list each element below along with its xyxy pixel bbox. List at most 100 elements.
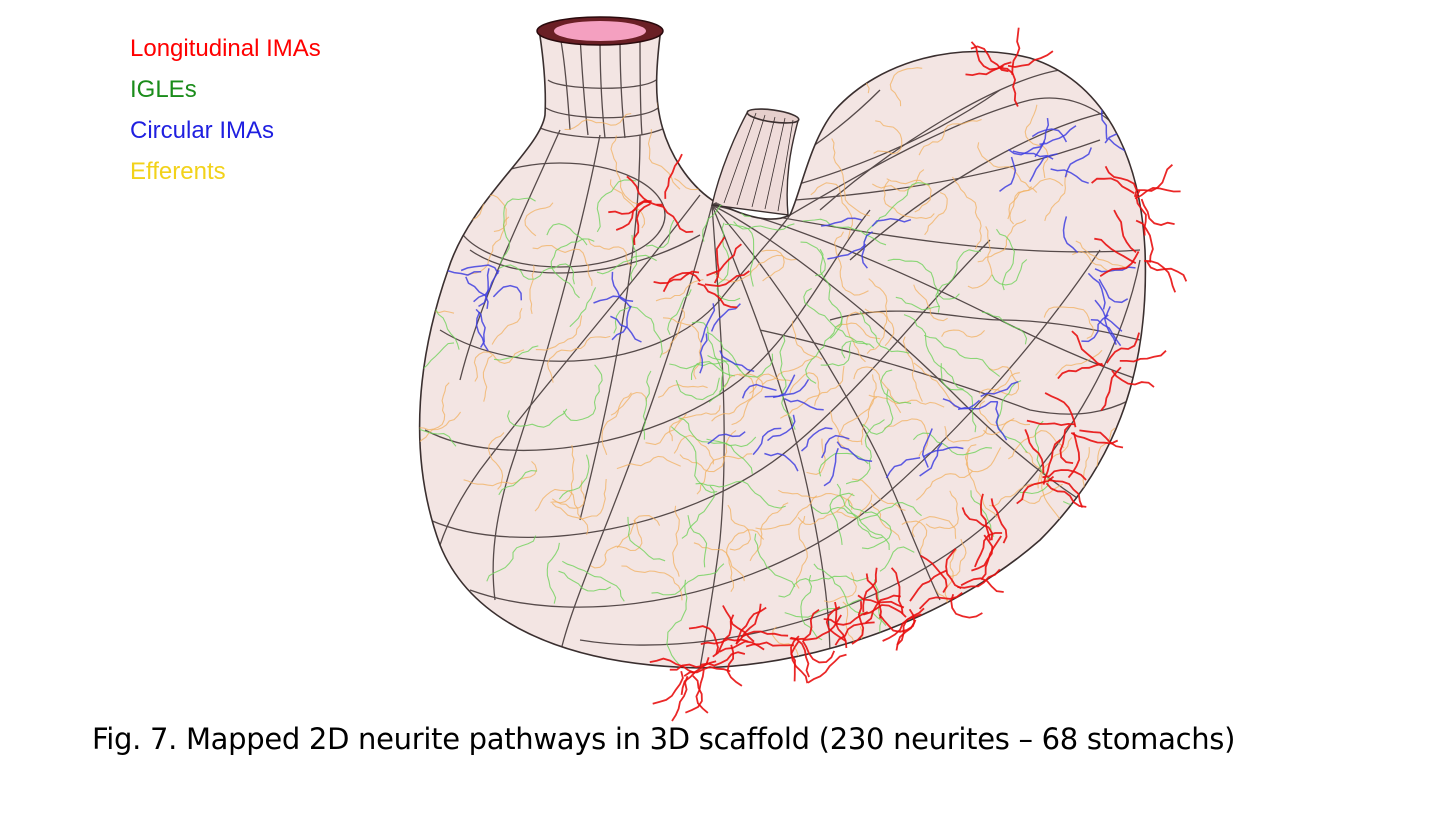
efferent-neurite	[668, 405, 721, 442]
longitudinal-ima-neurite	[695, 669, 709, 714]
longitudinal-ima-neurite	[649, 657, 696, 674]
igle-neurite	[507, 408, 568, 428]
igle-neurites	[419, 179, 1125, 665]
longitudinal-ima-neurite	[656, 204, 694, 234]
longitudinal-ima-neurite	[980, 535, 1002, 581]
efferent-neurite	[918, 118, 982, 156]
circular-ima-neurite	[700, 303, 716, 343]
efferent-neurite	[564, 112, 632, 131]
longitudinal-ima-neurite	[1045, 482, 1087, 508]
efferent-neurite	[1009, 186, 1032, 225]
longitudinal-ima-neurite	[735, 606, 767, 645]
igle-neurite	[678, 417, 753, 474]
igle-neurite	[829, 492, 855, 545]
circular-ima-neurite	[473, 270, 500, 303]
efferent-neurite	[672, 505, 680, 577]
longitudinal-ima-neurite	[789, 637, 810, 678]
igle-neurite	[802, 218, 887, 246]
circular-ima-neurite	[764, 452, 799, 472]
longitudinal-ima-neurite	[1000, 67, 1019, 107]
igle-neurite	[818, 452, 869, 477]
longitudinal-ima-neurite	[974, 532, 1003, 568]
igle-neurite	[499, 197, 536, 264]
circular-ima-neurite	[719, 350, 755, 373]
efferent-neurite	[837, 396, 878, 451]
longitudinal-ima-neurite	[950, 594, 983, 619]
efferent-neurite	[662, 317, 702, 380]
efferent-neurite	[524, 202, 554, 237]
efferent-neurite	[868, 278, 895, 347]
efferent-neurite	[726, 529, 765, 592]
igle-neurite	[706, 436, 757, 448]
longitudinal-ima-neurite	[834, 601, 848, 649]
longitudinal-ima-neurite	[918, 591, 963, 610]
circular-ima-neurite	[475, 308, 486, 348]
igle-neurite	[991, 259, 1028, 286]
efferent-neurite	[532, 244, 593, 286]
circular-ima-neurite	[999, 156, 1017, 192]
efferent-neurite	[883, 418, 929, 457]
igle-neurite	[707, 355, 731, 393]
circular-ima-neurite	[995, 401, 1008, 441]
efferent-neurite	[1043, 306, 1095, 339]
efferent-neurite	[551, 480, 586, 509]
efferent-neurite	[791, 320, 823, 360]
efferent-neurite	[967, 226, 993, 289]
efferent-neurite	[760, 55, 798, 111]
circular-ima-neurite	[923, 446, 964, 458]
igle-neurite	[863, 182, 930, 243]
circular-ima-neurite	[593, 295, 634, 304]
longitudinal-ima-neurite	[945, 548, 962, 590]
efferent-neurite	[616, 515, 661, 549]
efferent-neurite	[587, 238, 632, 267]
duodenum-tube	[711, 110, 799, 216]
legend-item-efferents: Efferents	[130, 158, 226, 185]
longitudinal-ima-neurite	[722, 605, 755, 643]
efferent-neurite	[883, 180, 935, 220]
efferent-neurite	[419, 411, 462, 444]
longitudinal-ima-neurite	[957, 568, 1001, 589]
longitudinal-ima-neurite	[706, 243, 742, 277]
efferent-neurite	[873, 120, 903, 155]
igle-neurite	[498, 263, 575, 285]
longitudinal-ima-neurite	[713, 236, 726, 284]
longitudinal-ima-neurite	[1079, 429, 1124, 449]
longitudinal-ima-neurite	[683, 665, 731, 677]
igle-neurite	[498, 470, 538, 496]
longitudinal-ima-neurite	[823, 611, 869, 626]
circular-ima-neurite	[885, 456, 921, 479]
igle-neurite	[847, 499, 892, 550]
efferent-neurite	[911, 516, 957, 539]
efferent-neurite	[488, 432, 505, 490]
igle-neurite	[811, 506, 890, 551]
figure-caption: Fig. 7. Mapped 2D neurite pathways in 3D…	[92, 722, 1236, 756]
longitudinal-ima-neurite	[1104, 165, 1138, 198]
efferent-neurite	[749, 502, 789, 562]
circular-ima-neurite	[610, 315, 642, 343]
longitudinal-ima-neurite	[700, 638, 749, 645]
igle-neurite	[569, 287, 597, 328]
longitudinal-ima-neurite	[712, 614, 735, 658]
igle-neurite	[690, 361, 736, 381]
longitudinal-ima-neurite	[863, 604, 907, 618]
efferent-neurite	[749, 373, 792, 394]
igle-neurite	[646, 219, 675, 249]
longitudinal-ima-neurite	[920, 554, 948, 593]
efferent-neurite	[977, 604, 997, 648]
longitudinal-ima-neurite	[834, 621, 875, 646]
legend-item-circular-imas: Circular IMAs	[130, 117, 275, 144]
efferent-neurite	[647, 129, 681, 190]
circular-ima-neurite	[741, 383, 777, 399]
efferent-neurite	[1044, 173, 1069, 222]
longitudinal-ima-neurite	[790, 608, 820, 641]
longitudinal-ima-neurite	[807, 653, 847, 684]
longitudinal-ima-neurite	[1146, 261, 1188, 282]
efferent-neurite	[901, 520, 928, 555]
efferent-neurite	[1055, 349, 1103, 376]
longitudinal-ima-neurite	[882, 613, 922, 642]
circular-ima-neurite	[871, 217, 912, 227]
efferent-neurite	[655, 279, 704, 302]
igle-neurite	[887, 258, 960, 300]
circular-ima-neurite	[699, 333, 708, 374]
efferent-neurite	[491, 307, 523, 345]
